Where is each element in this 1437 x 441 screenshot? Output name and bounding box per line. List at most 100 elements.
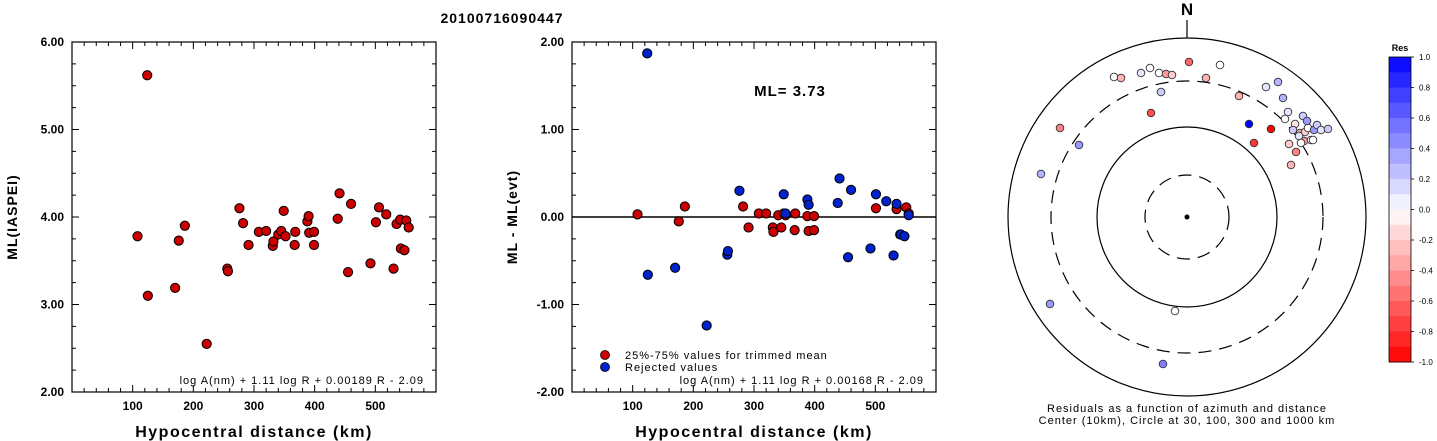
station-marker	[1215, 60, 1225, 70]
data-point	[179, 220, 190, 231]
colorbar-tick-label: -0.4	[1419, 267, 1433, 276]
data-point	[290, 226, 301, 237]
colorbar-tick-label: 0.8	[1419, 84, 1431, 93]
rejected-point	[865, 243, 876, 254]
data-point	[679, 201, 690, 212]
plot-frame	[71, 41, 437, 393]
colorbar-cell	[1389, 194, 1411, 210]
rejected-point	[642, 269, 653, 280]
data-point	[870, 203, 882, 214]
y-tick-label: 2.00	[541, 35, 565, 49]
rejected-point	[722, 246, 734, 257]
station-marker	[1261, 82, 1271, 92]
data-point	[268, 236, 279, 247]
x-tick-label: 500	[865, 399, 885, 413]
data-point	[278, 205, 289, 216]
colorbar-cell	[1389, 285, 1411, 302]
colorbar-tick-label: 1.0	[1419, 53, 1431, 62]
station-marker	[1158, 359, 1168, 369]
residual-vs-distance-chart: 100 200 300 400 500 -2.00 -1.00 0.00 1.00 2.00 ML…	[504, 35, 937, 441]
station-marker	[1109, 72, 1119, 82]
data-point	[345, 198, 357, 209]
rejected-point	[881, 196, 892, 207]
data-point	[381, 209, 392, 220]
x-tick-label: 100	[623, 399, 643, 413]
colorbar-tick-label: -0.8	[1419, 328, 1433, 337]
colorbar-cell	[1389, 102, 1411, 119]
data-point	[632, 209, 643, 220]
data-point	[776, 222, 787, 233]
x-tick-label: 200	[183, 399, 203, 413]
colorbar-cell	[1389, 301, 1411, 317]
data-point	[334, 188, 345, 199]
station-marker	[1316, 125, 1326, 135]
data-point	[308, 239, 320, 251]
station-marker	[1296, 138, 1306, 148]
ml-vs-distance-chart: 100 200 300 400 500 2.00 3.00 4.00 5.00 6.00 log …	[4, 35, 437, 441]
north-label: N	[1181, 0, 1193, 19]
data-point	[403, 222, 414, 233]
station-marker	[1244, 119, 1254, 129]
rejected-point	[734, 185, 745, 196]
data-point	[303, 211, 314, 222]
colorbar-cell	[1389, 148, 1411, 165]
legend-marker-accepted	[600, 350, 610, 360]
y-tick-label: 3.00	[41, 298, 65, 312]
station-marker	[1249, 138, 1259, 148]
y-tick-label: 2.00	[41, 385, 65, 399]
colorbar-cell	[1389, 118, 1411, 134]
colorbar-tick-label: -1.0	[1419, 358, 1433, 367]
data-point	[808, 211, 820, 222]
ml-annotation: ML= 3.73	[754, 83, 826, 100]
colorbar-tick-label: -0.6	[1419, 297, 1433, 306]
station-marker	[1136, 68, 1146, 78]
station-marker	[1145, 63, 1155, 73]
data-point	[308, 226, 320, 237]
x-tick-label: 300	[744, 399, 764, 413]
data-point	[789, 225, 800, 236]
rejected-point	[845, 184, 857, 195]
station-marker	[1266, 124, 1276, 134]
data-point	[234, 203, 245, 214]
epicenter-marker	[1184, 214, 1190, 220]
colorbar-tick-label: 0.2	[1419, 175, 1431, 184]
data-point	[365, 258, 376, 269]
data-point	[280, 231, 291, 242]
data-point	[370, 217, 382, 228]
rejected-point	[888, 250, 899, 261]
rejected-point	[803, 199, 814, 210]
colorbar-cell	[1389, 57, 1411, 73]
rejected-point	[899, 231, 910, 242]
x-tick-label: 500	[365, 399, 385, 413]
ring-1000km	[1007, 37, 1367, 397]
data-point	[261, 225, 272, 237]
station-marker	[1184, 57, 1194, 67]
colorbar-cell	[1389, 72, 1411, 88]
data-point	[201, 338, 212, 349]
colorbar-tick-label: 0.4	[1419, 145, 1431, 154]
data-point	[243, 239, 254, 251]
rejected-point	[780, 208, 791, 219]
rejected-point	[701, 320, 712, 331]
data-point	[761, 208, 772, 219]
station-marker	[1286, 160, 1296, 170]
data-point	[743, 222, 754, 233]
colorbar-cell	[1389, 255, 1411, 271]
x-axis-label: Hypocentral distance (km)	[635, 424, 873, 441]
colorbar-cell	[1389, 133, 1411, 149]
colorbar-cell	[1389, 87, 1411, 104]
data-point	[237, 218, 249, 229]
data-point	[673, 216, 684, 227]
x-tick-label: 200	[683, 399, 703, 413]
figure-title: 20100716090447	[440, 10, 563, 26]
station-marker	[1323, 124, 1333, 134]
formula-label: log A(nm) + 1.11 log R + 0.00168 R - 2.0…	[680, 375, 924, 387]
rejected-point	[870, 189, 882, 200]
x-tick-label: 400	[805, 399, 825, 413]
map-caption-line1: Residuals as a function of azimuth and d…	[1047, 403, 1327, 415]
station-marker	[1116, 73, 1126, 83]
rejected-point	[778, 189, 789, 200]
data-point	[737, 201, 749, 212]
x-tick-label: 300	[244, 399, 264, 413]
station-marker	[1283, 107, 1293, 117]
